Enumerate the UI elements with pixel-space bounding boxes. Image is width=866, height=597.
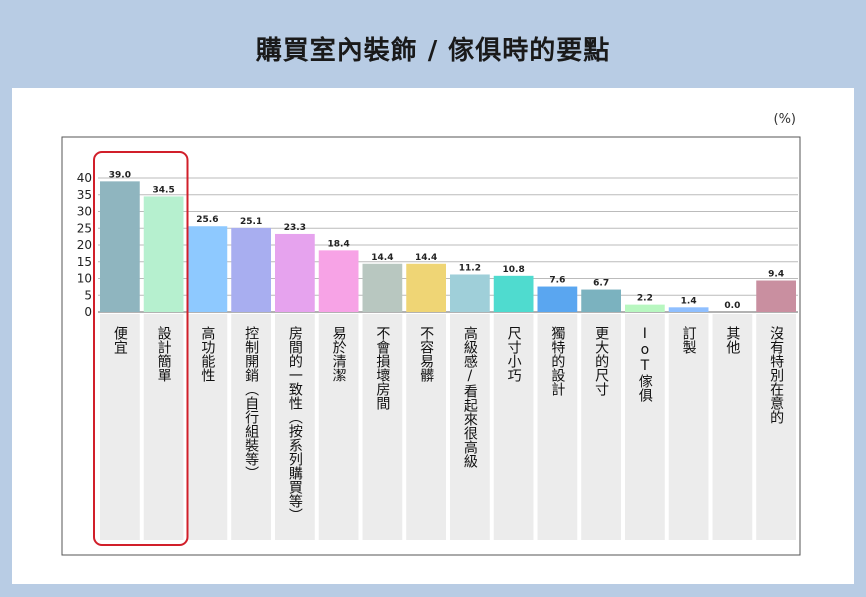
category-column <box>231 314 271 540</box>
category-column <box>318 314 359 540</box>
bar <box>100 181 140 312</box>
chart-title: 購買室內裝飾 / 傢俱時的要點 <box>255 36 611 66</box>
category-label: 訂製 <box>681 326 697 354</box>
bar-chart: (%) 0 5 10 15 20 25 30 35 40 39.0 便宜 34.5 設計簡單 25.6 高功能… <box>61 112 801 556</box>
unit-label: (%) <box>774 112 797 127</box>
category-column <box>100 314 140 540</box>
value-label: 6.7 <box>593 279 609 289</box>
value-label: 25.1 <box>240 217 262 227</box>
value-label: 39.0 <box>109 170 131 180</box>
category-column <box>450 314 490 540</box>
y-tick-label: 30 <box>77 205 92 219</box>
bar <box>668 307 709 312</box>
category-label: 控制開銷（自行組裝等） <box>243 326 259 480</box>
category-label: 便宜 <box>112 326 128 354</box>
chart-panel: (%) 0 5 10 15 20 25 30 35 40 39.0 便宜 34.5 設計簡單 25.6 高功能… <box>12 88 854 584</box>
category-label: 易於清潔 <box>331 326 347 382</box>
value-label: 34.5 <box>153 185 175 195</box>
bar <box>756 280 796 312</box>
y-tick-label: 5 <box>84 288 92 302</box>
bar <box>625 304 665 312</box>
category-column <box>275 314 315 540</box>
category-column <box>712 314 753 540</box>
category-label: 尺寸小巧 <box>506 326 522 383</box>
category-column <box>581 314 621 540</box>
highlight-box <box>93 151 189 546</box>
y-tick-label: 20 <box>77 238 92 252</box>
value-label: 2.2 <box>637 294 653 304</box>
value-label: 14.4 <box>415 253 437 263</box>
category-column <box>493 314 534 540</box>
category-column <box>187 314 228 540</box>
category-label: 更大的尺寸 <box>593 326 609 396</box>
plot-frame <box>61 136 801 556</box>
bar <box>493 275 534 312</box>
value-label: 18.4 <box>328 239 350 249</box>
value-label: 25.6 <box>196 215 218 225</box>
category-column <box>756 314 796 540</box>
bar <box>362 263 403 312</box>
bar <box>143 196 184 312</box>
bar <box>187 226 228 312</box>
y-tick-label: 35 <box>77 188 92 202</box>
bar <box>406 263 446 312</box>
value-label: 14.4 <box>371 253 393 263</box>
category-label: 房間的一致性（按系列購買等） <box>287 326 303 522</box>
value-label: 7.6 <box>549 276 565 286</box>
bar <box>318 250 359 312</box>
category-column <box>625 314 665 540</box>
bar <box>581 289 621 312</box>
bar <box>231 227 271 312</box>
y-tick-label: 10 <box>77 272 92 286</box>
y-tick-label: 15 <box>77 255 92 269</box>
value-label: 23.3 <box>284 223 306 233</box>
category-label: 不容易髒 <box>418 326 434 382</box>
bar <box>275 233 315 312</box>
category-label: 高級感/看起來很高級 <box>462 325 478 468</box>
category-label: IoT傢俱 <box>637 326 653 402</box>
value-label: 0.0 <box>724 301 740 311</box>
y-tick-label: 25 <box>77 221 92 235</box>
y-tick-label: 0 <box>84 305 92 319</box>
category-label: 獨特的設計 <box>549 326 565 396</box>
category-label: 高功能性 <box>199 325 215 382</box>
category-label: 沒有特別在意的 <box>768 325 784 424</box>
bar <box>450 274 490 312</box>
category-column <box>362 314 403 540</box>
category-column <box>406 314 446 540</box>
y-tick-label: 40 <box>77 171 92 185</box>
category-column <box>143 314 184 540</box>
value-label: 9.4 <box>768 270 784 280</box>
bar <box>537 286 578 312</box>
category-label: 其他 <box>724 326 740 355</box>
value-label: 1.4 <box>681 296 697 306</box>
category-column <box>537 314 578 540</box>
value-label: 10.8 <box>503 265 525 275</box>
value-label: 11.2 <box>459 263 481 273</box>
category-column <box>668 314 709 540</box>
category-label: 設計簡單 <box>156 326 172 382</box>
category-label: 不會損壞房間 <box>374 326 390 411</box>
